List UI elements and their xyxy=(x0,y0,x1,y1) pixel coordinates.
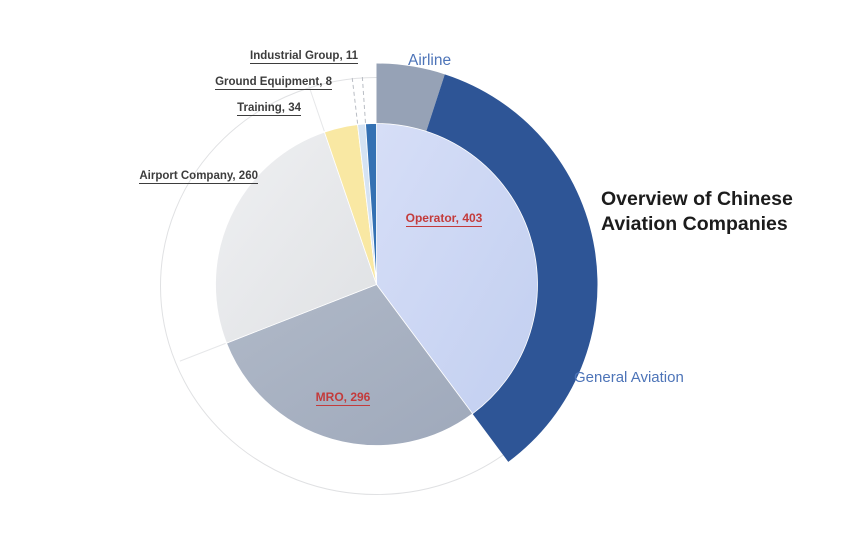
ring-divider-0 xyxy=(179,342,226,362)
pie-slice-mro xyxy=(226,284,473,446)
ring-divider-1 xyxy=(308,84,325,132)
label-general-aviation-text: General Aviation xyxy=(574,369,684,386)
chart-title-line1: Overview of Chinese xyxy=(601,188,793,210)
label-training: Training, 34 xyxy=(237,102,301,116)
ring-segment-airline xyxy=(376,63,445,132)
ring-segment-general-aviation xyxy=(426,74,598,462)
label-general-aviation: General Aviation xyxy=(574,369,684,386)
label-airline-text: Airline xyxy=(408,52,452,69)
label-mro: MRO, 296 xyxy=(303,390,383,406)
label-industrial-group-text: Industrial Group, 11 xyxy=(250,50,358,64)
ring-divider-dashed-3 xyxy=(361,73,366,123)
label-airport-company-text: Airport Company, 260 xyxy=(139,170,258,184)
label-operator-text: Operator, 403 xyxy=(405,211,483,227)
label-mro-text: MRO, 296 xyxy=(315,390,371,406)
label-training-text: Training, 34 xyxy=(237,102,301,116)
label-ground-equipment-text: Ground Equipment, 8 xyxy=(215,76,332,90)
pie-slice-airport-company xyxy=(215,131,377,344)
label-operator: Operator, 403 xyxy=(402,211,486,227)
label-industrial-group: Industrial Group, 11 xyxy=(250,50,358,64)
pie-slice-industrial-group xyxy=(365,123,377,285)
ring-divider-dashed-2 xyxy=(351,74,359,124)
label-airport-company: Airport Company, 260 xyxy=(139,170,258,184)
chart-title: Overview of Chinese Aviation Companies xyxy=(601,187,816,237)
label-airline: Airline xyxy=(408,52,451,70)
label-ground-equipment: Ground Equipment, 8 xyxy=(215,76,332,90)
pie-slice-operator xyxy=(376,123,538,415)
chart-title-line2: Aviation Companies xyxy=(601,213,788,235)
